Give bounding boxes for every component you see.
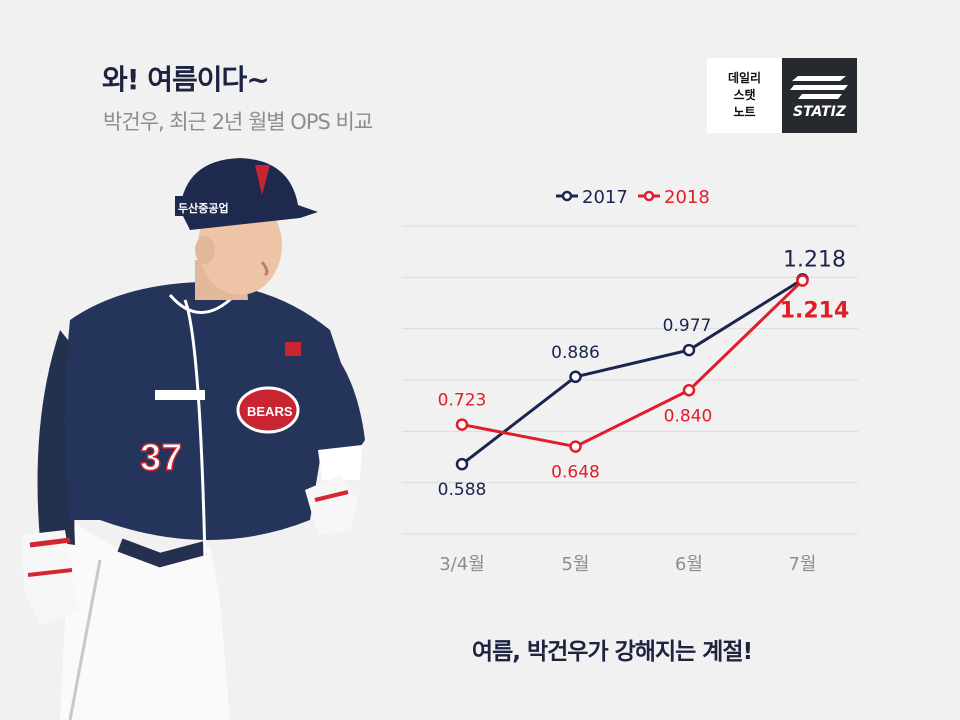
- caption: 여름, 박건우가 강해지는 계절!: [471, 639, 753, 665]
- legend-marker-2018: [643, 190, 655, 202]
- data-label-2017: 0.588: [438, 480, 487, 500]
- player-photo: 37 BEARS 두산중공업: [22, 158, 365, 720]
- x-tick-label: 5월: [561, 554, 589, 575]
- badge-line: 데일리: [727, 71, 762, 85]
- data-label-2017: 1.218: [783, 247, 846, 272]
- legend-marker-2017: [561, 190, 573, 202]
- data-point-2018: [455, 418, 469, 431]
- chart-gridlines: [402, 225, 858, 535]
- data-label-2018: 0.648: [551, 463, 600, 483]
- legend-label-2017: 2017: [582, 187, 628, 208]
- x-tick-label: 7월: [788, 554, 816, 575]
- chart-x-ticks: 3/4월 5월 6월 7월: [439, 554, 816, 575]
- data-point-2018: [682, 384, 696, 397]
- data-point-2017: [682, 343, 696, 357]
- data-point-2018: [796, 274, 809, 287]
- data-point-2017: [455, 457, 469, 471]
- page-title: 와! 여름이다~: [102, 63, 270, 96]
- data-label-2018: 1.214: [780, 299, 850, 324]
- series-line-2018: [461, 279, 804, 449]
- chart-points: [455, 273, 809, 471]
- data-label-2018: 0.723: [438, 391, 487, 411]
- brand-name: STATIZ: [793, 104, 846, 120]
- data-point-2018: [569, 440, 582, 453]
- svg-text:BEARS: BEARS: [247, 404, 293, 419]
- badge-text-block: 데일리 스탯 노트: [707, 58, 782, 133]
- data-point-2017: [569, 370, 582, 384]
- statiz-logo: STATIZ: [782, 58, 857, 133]
- data-label-2017: 0.886: [551, 343, 600, 363]
- badge-line: 노트: [733, 105, 756, 119]
- page-subtitle: 박건우, 최근 2년 월별 OPS 비교: [103, 110, 373, 134]
- x-tick-label: 3/4월: [439, 554, 485, 575]
- x-tick-label: 6월: [675, 554, 703, 575]
- legend-label-2018: 2018: [664, 187, 710, 208]
- statiz-speed-icon: [790, 76, 848, 99]
- badge-line: 스탯: [733, 88, 756, 102]
- chart-legend: 2017 2018: [556, 187, 710, 208]
- daily-stat-note-badge: 데일리 스탯 노트 STATIZ: [707, 58, 857, 133]
- series-line-2017: [461, 278, 804, 466]
- data-label-2018: 0.840: [664, 406, 713, 426]
- chart-series-lines: [461, 278, 804, 466]
- chart-data-labels: 0.588 0.886 0.977 1.218 0.723 0.648 0.840 1.214: [438, 247, 850, 500]
- svg-text:37: 37: [140, 437, 182, 479]
- svg-text:두산중공업: 두산중공업: [178, 201, 229, 215]
- data-label-2017: 0.977: [663, 316, 712, 336]
